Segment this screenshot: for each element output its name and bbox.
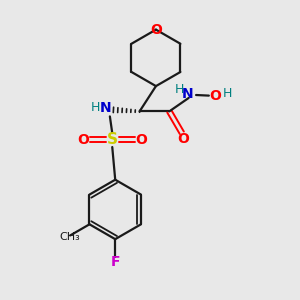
Text: CH₃: CH₃	[60, 232, 81, 242]
Text: F: F	[110, 255, 120, 269]
Text: O: O	[209, 88, 221, 103]
Text: N: N	[182, 86, 194, 100]
Text: O: O	[150, 22, 162, 37]
Text: S: S	[107, 132, 118, 147]
Text: O: O	[177, 132, 189, 146]
Text: O: O	[77, 133, 89, 147]
Text: H: H	[174, 83, 184, 96]
Text: O: O	[135, 133, 147, 147]
Text: N: N	[100, 101, 111, 116]
Text: H: H	[91, 101, 100, 114]
Text: H: H	[223, 87, 232, 100]
